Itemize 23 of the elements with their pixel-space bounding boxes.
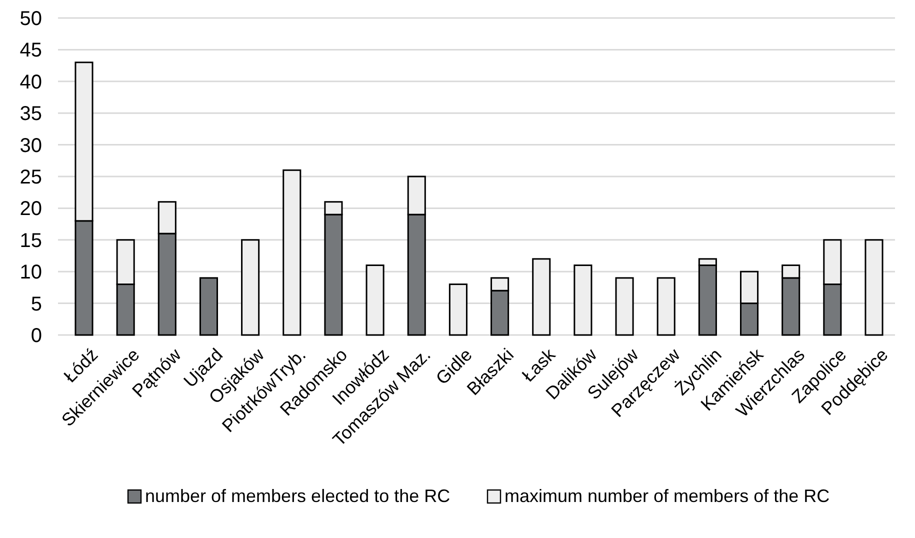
bar [864, 239, 884, 336]
y-tick-label: 10 [20, 262, 42, 284]
legend-label: number of members elected to the RC [145, 486, 450, 506]
y-tick-label: 40 [20, 71, 42, 94]
y-tick-label: 50 [20, 8, 42, 30]
bar [366, 264, 384, 336]
y-tick-label: 0 [30, 325, 42, 347]
bar [656, 277, 676, 336]
bar [615, 277, 634, 336]
bar [241, 239, 260, 336]
bar [574, 264, 592, 336]
y-tick-label: 35 [20, 103, 42, 126]
bar [532, 258, 551, 336]
y-tick-label: 20 [20, 198, 42, 220]
y-tick-label: 15 [20, 230, 42, 252]
y-tick-label: 30 [20, 134, 42, 157]
y-tick-label: 45 [20, 40, 42, 62]
bar [282, 169, 302, 336]
y-tick-label: 25 [20, 166, 42, 188]
bar [448, 284, 468, 336]
bar [199, 277, 218, 336]
y-tick-label: 5 [30, 293, 42, 316]
legend-label: maximum number of members of the RC [504, 486, 830, 506]
